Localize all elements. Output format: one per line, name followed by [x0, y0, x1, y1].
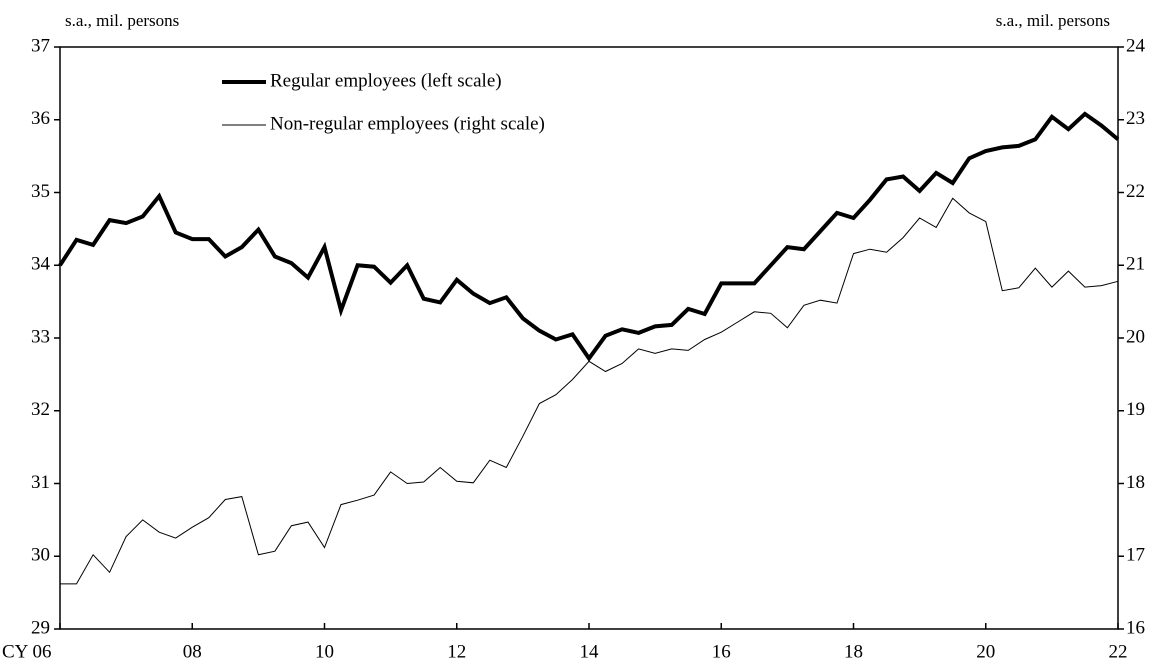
y2-tick-label: 19 — [1126, 399, 1145, 420]
x-tick-label: 18 — [844, 641, 863, 662]
y2-tick-label: 24 — [1126, 35, 1146, 56]
y-tick-label: 35 — [31, 181, 50, 202]
x-tick-label: 20 — [976, 641, 995, 662]
x-tick-label: 22 — [1109, 641, 1128, 662]
y2-tick-label: 22 — [1126, 181, 1145, 202]
y2-tick-label: 20 — [1126, 326, 1145, 347]
y-tick-label: 31 — [31, 472, 50, 493]
y-tick-label: 36 — [31, 108, 50, 129]
x-tick-label: 12 — [447, 641, 466, 662]
x-tick-label: 10 — [315, 641, 334, 662]
plot-frame — [59, 46, 1119, 630]
series-line — [60, 197, 1119, 585]
y2-axis-label: s.a., mil. persons — [996, 11, 1110, 30]
y-tick-label: 34 — [31, 254, 51, 275]
x-tick-label: 16 — [712, 641, 731, 662]
y-tick-label: 37 — [31, 35, 50, 56]
y2-tick-label: 17 — [1126, 545, 1145, 566]
legend-label: Non-regular employees (right scale) — [270, 113, 545, 134]
x-tick-label: CY 06 — [2, 641, 51, 662]
y2-tick-label: 23 — [1126, 108, 1145, 129]
y-tick-label: 32 — [31, 399, 50, 420]
y2-tick-label: 18 — [1126, 472, 1145, 493]
y2-tick-label: 16 — [1126, 617, 1145, 638]
y-tick-label: 29 — [31, 617, 50, 638]
y2-tick-label: 21 — [1126, 254, 1145, 275]
legend-label: Regular employees (left scale) — [270, 70, 502, 91]
y-tick-label: 30 — [31, 545, 50, 566]
y-tick-label: 33 — [31, 326, 50, 347]
x-tick-label: 14 — [580, 641, 600, 662]
x-tick-label: 08 — [183, 641, 202, 662]
y-axis-label: s.a., mil. persons — [65, 11, 179, 30]
series-line — [58, 111, 1120, 362]
